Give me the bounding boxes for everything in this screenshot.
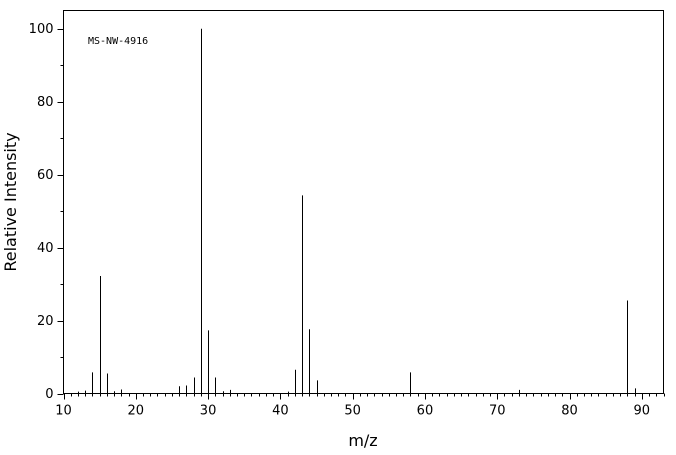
y-tick-label: 60	[37, 168, 54, 183]
y-tick-label: 80	[37, 95, 54, 110]
x-tick-label: 50	[344, 404, 361, 419]
x-tick-label: 60	[417, 404, 434, 419]
x-axis-title: m/z	[348, 431, 377, 450]
x-tick-label: 90	[634, 404, 651, 419]
y-tick-label: 20	[37, 314, 54, 329]
x-tick-label: 10	[55, 404, 72, 419]
x-tick-label: 40	[272, 404, 289, 419]
y-axis-ticks: 0 20 40 60 80 100	[29, 22, 64, 402]
plot-frame	[63, 10, 664, 394]
y-tick-label: 40	[37, 241, 54, 256]
y-tick-label: 100	[29, 22, 54, 37]
spectrum-id-annotation: MS-NW-4916	[88, 36, 148, 47]
x-axis-ticks: 10 20 30 40 50 60 70 80 90	[55, 393, 665, 419]
spectrum-peaks	[78, 28, 636, 394]
x-tick-label: 80	[561, 404, 578, 419]
x-tick-label: 70	[489, 404, 506, 419]
y-axis-title: Relative Intensity	[1, 132, 20, 271]
x-tick-label: 20	[128, 404, 145, 419]
y-tick-label: 0	[45, 387, 53, 402]
x-tick-label: 30	[200, 404, 217, 419]
